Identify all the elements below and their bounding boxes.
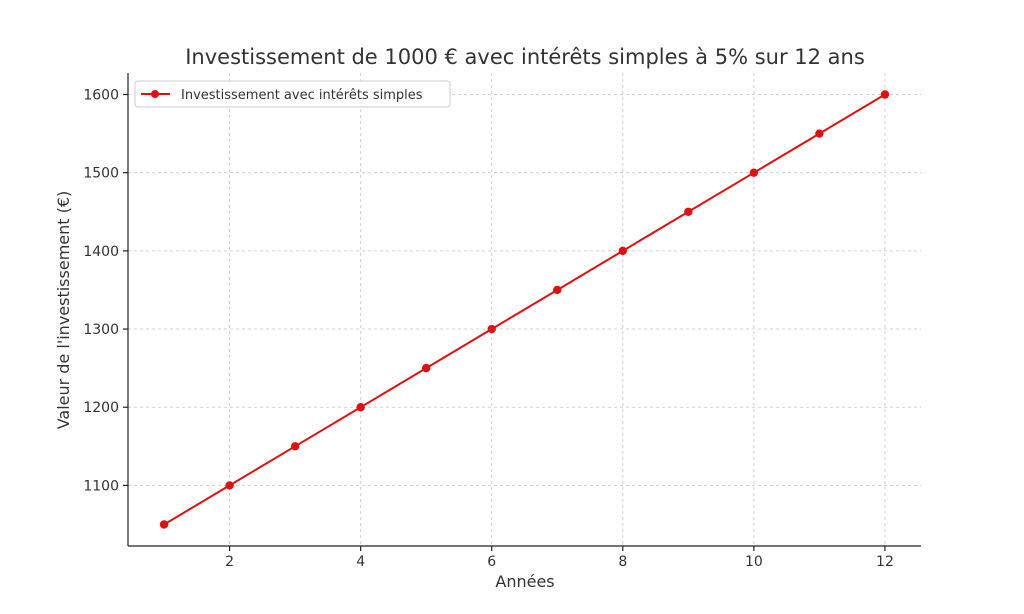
series-group xyxy=(159,90,890,529)
data-point xyxy=(487,324,496,334)
data-point xyxy=(356,403,365,412)
data-point xyxy=(684,207,693,216)
legend: Investissement avec intérêts simples xyxy=(134,80,451,108)
chart-title: Investissement de 1000 € avec intérêts s… xyxy=(185,45,865,69)
y-tick-label: 1100 xyxy=(83,478,119,494)
data-point xyxy=(421,363,431,373)
data-point xyxy=(618,246,628,256)
data-point xyxy=(553,285,562,295)
axes xyxy=(127,73,921,547)
x-tick-label: 2 xyxy=(225,554,234,570)
x-tick-label: 8 xyxy=(618,554,627,570)
x-tick-label: 10 xyxy=(745,554,763,570)
y-tick-label: 1500 xyxy=(83,166,119,182)
legend-box xyxy=(134,80,451,108)
series-line xyxy=(163,93,886,526)
legend-label: Investissement avec intérêts simples xyxy=(181,88,423,103)
data-point xyxy=(749,168,759,177)
y-tick-label: 1600 xyxy=(83,88,119,104)
x-tick-label: 6 xyxy=(487,554,496,570)
grid xyxy=(128,73,921,546)
data-point xyxy=(159,520,169,529)
legend-marker xyxy=(151,90,159,98)
data-point xyxy=(880,90,890,99)
x-tick-label: 4 xyxy=(356,554,365,570)
x-axis-label: Années xyxy=(495,572,554,591)
ticks: 2 4 6 8 10 12 1100 1200 1300 1400 1500 1600 xyxy=(83,88,894,571)
y-axis-label: Valeur de l'investissement (€) xyxy=(54,191,73,430)
data-point xyxy=(290,442,300,451)
data-point xyxy=(815,129,824,138)
y-tick-label: 1400 xyxy=(83,244,119,260)
data-point xyxy=(225,481,234,490)
y-tick-label: 1200 xyxy=(83,400,119,416)
x-tick-label: 12 xyxy=(876,554,894,570)
y-tick-label: 1300 xyxy=(83,322,119,338)
